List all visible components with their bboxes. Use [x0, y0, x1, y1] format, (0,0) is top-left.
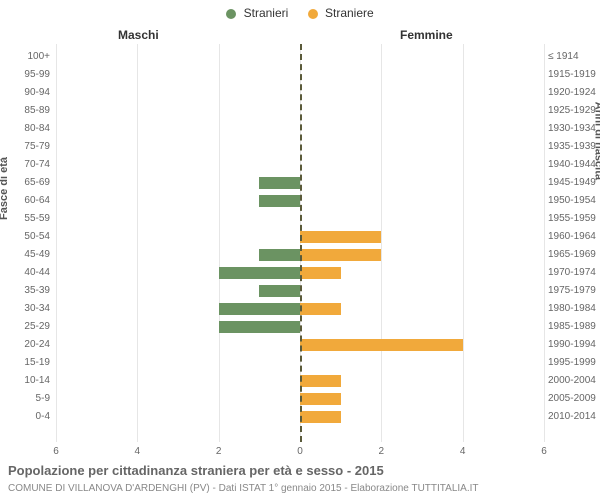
age-label: 10-14 — [6, 372, 50, 390]
column-title-female: Femmine — [400, 28, 453, 42]
birth-year-label: 1985-1989 — [548, 318, 600, 336]
birth-year-label: 1975-1979 — [548, 282, 600, 300]
bar-male — [219, 303, 300, 315]
legend-male: Stranieri — [226, 6, 288, 20]
age-label: 60-64 — [6, 192, 50, 210]
legend: Stranieri Straniere — [0, 6, 600, 20]
bar-female — [300, 339, 463, 351]
bar-male — [259, 285, 300, 297]
bar-female — [300, 393, 341, 405]
age-label: 90-94 — [6, 84, 50, 102]
birth-year-label: 1920-1924 — [548, 84, 600, 102]
xaxis-tick: 4 — [453, 446, 473, 457]
birth-year-label: 2005-2009 — [548, 390, 600, 408]
bar-male — [259, 249, 300, 261]
age-label: 0-4 — [6, 408, 50, 426]
bar-female — [300, 375, 341, 387]
xaxis-tick: 2 — [209, 446, 229, 457]
birth-year-label: 1950-1954 — [548, 192, 600, 210]
bar-female — [300, 267, 341, 279]
birth-year-label: ≤ 1914 — [548, 48, 600, 66]
age-label: 15-19 — [6, 354, 50, 372]
population-pyramid-chart: Stranieri Straniere Maschi Femmine Fasce… — [0, 0, 600, 500]
age-label: 85-89 — [6, 102, 50, 120]
legend-swatch-female — [308, 9, 318, 19]
age-label: 20-24 — [6, 336, 50, 354]
age-label: 45-49 — [6, 246, 50, 264]
birth-year-label: 1935-1939 — [548, 138, 600, 156]
birth-year-label: 1980-1984 — [548, 300, 600, 318]
birth-year-label: 2010-2014 — [548, 408, 600, 426]
column-title-male: Maschi — [118, 28, 159, 42]
legend-swatch-male — [226, 9, 236, 19]
birth-year-label: 1995-1999 — [548, 354, 600, 372]
birth-year-label: 1930-1934 — [548, 120, 600, 138]
legend-female: Straniere — [308, 6, 374, 20]
age-label: 50-54 — [6, 228, 50, 246]
bar-male — [219, 321, 300, 333]
xaxis-tick: 4 — [127, 446, 147, 457]
birth-year-label: 1965-1969 — [548, 246, 600, 264]
bar-female — [300, 249, 381, 261]
age-label: 5-9 — [6, 390, 50, 408]
xaxis-tick: 6 — [46, 446, 66, 457]
age-label: 55-59 — [6, 210, 50, 228]
footer-subtitle: COMUNE DI VILLANOVA D'ARDENGHI (PV) - Da… — [8, 483, 479, 494]
birth-year-label: 1925-1929 — [548, 102, 600, 120]
age-label: 25-29 — [6, 318, 50, 336]
legend-label-male: Stranieri — [244, 6, 289, 20]
gridline — [544, 44, 545, 442]
xaxis-tick: 2 — [371, 446, 391, 457]
xaxis-tick: 0 — [290, 446, 310, 457]
age-label: 80-84 — [6, 120, 50, 138]
age-label: 30-34 — [6, 300, 50, 318]
birth-year-label: 1940-1944 — [548, 156, 600, 174]
birth-year-label: 1990-1994 — [548, 336, 600, 354]
legend-label-female: Straniere — [325, 6, 374, 20]
birth-year-label: 1955-1959 — [548, 210, 600, 228]
bar-female — [300, 303, 341, 315]
age-label: 75-79 — [6, 138, 50, 156]
age-label: 70-74 — [6, 156, 50, 174]
birth-year-label: 1970-1974 — [548, 264, 600, 282]
xaxis-tick: 6 — [534, 446, 554, 457]
birth-year-label: 1915-1919 — [548, 66, 600, 84]
bar-male — [259, 177, 300, 189]
bar-male — [259, 195, 300, 207]
age-label: 100+ — [6, 48, 50, 66]
bar-male — [219, 267, 300, 279]
plot-area: 6420246100+≤ 191495-991915-191990-941920… — [56, 44, 544, 442]
center-line — [300, 44, 302, 442]
birth-year-label: 1960-1964 — [548, 228, 600, 246]
age-label: 95-99 — [6, 66, 50, 84]
birth-year-label: 1945-1949 — [548, 174, 600, 192]
bar-female — [300, 411, 341, 423]
age-label: 35-39 — [6, 282, 50, 300]
footer-title: Popolazione per cittadinanza straniera p… — [8, 463, 384, 478]
age-label: 65-69 — [6, 174, 50, 192]
bar-female — [300, 231, 381, 243]
age-label: 40-44 — [6, 264, 50, 282]
birth-year-label: 2000-2004 — [548, 372, 600, 390]
